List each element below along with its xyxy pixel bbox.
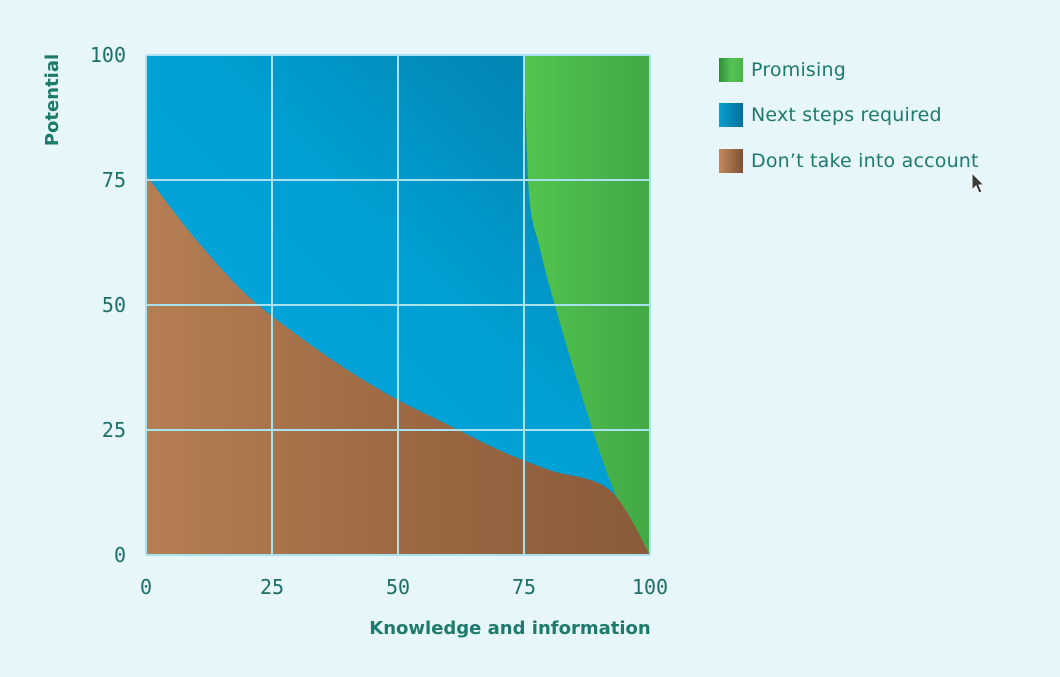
mouse-cursor-icon	[971, 172, 986, 194]
y-tick-label: 100	[90, 43, 126, 67]
y-tick-label: 25	[102, 418, 126, 442]
x-tick-label: 50	[386, 575, 410, 599]
y-tick-label: 50	[102, 293, 126, 317]
y-tick-label: 75	[102, 168, 126, 192]
legend-label-promising: Promising	[751, 58, 847, 81]
legend-item-promising: Promising	[719, 57, 979, 82]
legend-label-dont-take: Don’t take into account	[751, 149, 979, 172]
legend-item-dont-take: Don’t take into account	[719, 148, 979, 173]
y-tick-label: 0	[114, 543, 126, 567]
x-tick-label: 75	[512, 575, 536, 599]
legend-swatch-promising	[719, 57, 743, 82]
x-tick-label: 100	[632, 575, 668, 599]
legend-item-next-steps: Next steps required	[719, 103, 979, 128]
legend-swatch-dont-take	[719, 148, 743, 173]
x-tick-label: 25	[260, 575, 284, 599]
y-axis-title: Potential	[42, 54, 63, 146]
legend-swatch-next-steps	[719, 103, 743, 127]
x-tick-label: 0	[140, 575, 152, 599]
x-axis-title: Knowledge and information	[369, 618, 650, 639]
legend: Promising Next steps required Don’t take…	[719, 57, 979, 194]
legend-label-next-steps: Next steps required	[751, 104, 942, 126]
